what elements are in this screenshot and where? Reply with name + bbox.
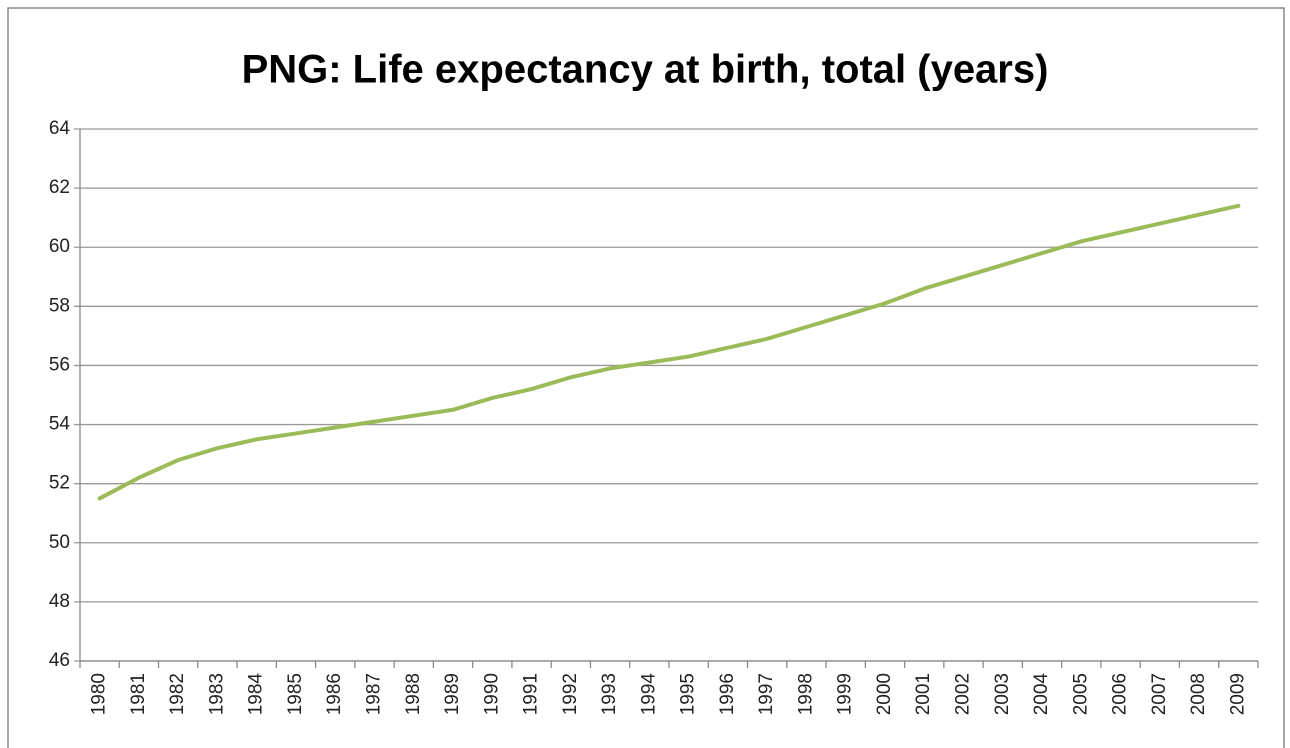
x-tick-label: 1994 — [638, 673, 659, 716]
x-tick-label: 2000 — [874, 673, 895, 715]
x-tick-label: 1989 — [442, 673, 463, 715]
x-tick-label: 1983 — [206, 673, 227, 715]
x-tick-label: 1998 — [795, 673, 816, 715]
x-tick-label: 1984 — [246, 673, 267, 716]
x-tick-label: 2001 — [913, 673, 934, 715]
x-tick-label: 2006 — [1110, 673, 1131, 715]
x-tick-label: 1996 — [717, 673, 738, 715]
x-tick-label: 2005 — [1070, 673, 1091, 715]
x-tick-label: 1987 — [364, 673, 385, 715]
y-tick-label: 52 — [49, 473, 70, 494]
x-tick-label: 1990 — [481, 673, 502, 715]
x-tick-label: 2002 — [953, 673, 974, 715]
y-tick-label: 64 — [49, 118, 71, 139]
y-tick-label: 62 — [49, 177, 70, 198]
x-tick-label: 1982 — [167, 673, 188, 715]
chart-title: PNG: Life expectancy at birth, total (ye… — [242, 48, 1049, 92]
x-tick-label: 1985 — [285, 673, 306, 715]
x-tick-label: 1986 — [324, 673, 345, 715]
x-tick-label: 1980 — [89, 673, 110, 715]
x-tick-label: 1988 — [403, 673, 424, 715]
x-tick-label: 2008 — [1188, 673, 1209, 715]
y-tick-label: 46 — [49, 650, 70, 671]
x-tick-label: 2007 — [1149, 673, 1170, 715]
y-tick-label: 54 — [49, 414, 71, 435]
y-tick-label: 56 — [49, 354, 70, 375]
x-tick-label: 1997 — [756, 673, 777, 715]
y-tick-label: 58 — [49, 295, 70, 316]
chart-frame — [7, 7, 1285, 748]
y-tick-label: 48 — [49, 591, 70, 612]
x-tick-label: 1981 — [128, 673, 149, 715]
x-tick-label: 1992 — [560, 673, 581, 715]
x-tick-label: 1999 — [835, 673, 856, 715]
x-tick-label: 2009 — [1227, 673, 1248, 715]
y-tick-label: 50 — [49, 532, 70, 553]
line-series — [97, 203, 1241, 501]
x-tick-label: 1991 — [521, 673, 542, 715]
x-tick-label: 2004 — [1031, 673, 1052, 716]
x-tick-label: 1995 — [678, 673, 699, 715]
y-tick-label: 60 — [49, 236, 70, 257]
x-tick-label: 2003 — [992, 673, 1013, 715]
x-tick-label: 1993 — [599, 673, 620, 715]
